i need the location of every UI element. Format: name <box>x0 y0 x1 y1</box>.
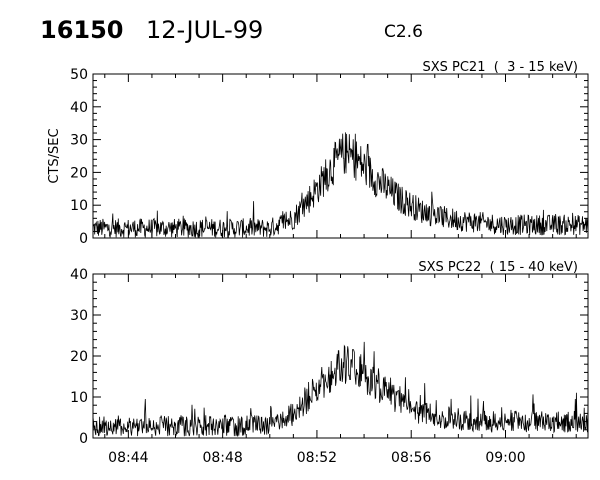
y-tick-label: 50 <box>70 67 88 83</box>
x-tick-label: 08:44 <box>108 450 148 466</box>
y-tick-label: 10 <box>70 198 88 214</box>
y-tick-label: 20 <box>70 349 88 365</box>
plot-frame <box>92 73 589 239</box>
x-tick-label: 08:48 <box>202 450 242 466</box>
x-tick-label: 08:56 <box>391 450 431 466</box>
plot-frame <box>92 273 589 439</box>
y-tick-label: 40 <box>70 267 88 283</box>
y-tick-label: 10 <box>70 390 88 406</box>
panel-title: SXS PC22 ( 15 - 40 keV) <box>418 260 578 275</box>
event-id: 16150 <box>40 16 124 44</box>
x-tick-label: 08:52 <box>297 450 337 466</box>
series-line <box>92 341 589 438</box>
x-tick-label: 09:00 <box>485 450 525 466</box>
y-tick-label: 0 <box>79 231 88 247</box>
y-tick-label: 20 <box>70 165 88 181</box>
panel-pc22: SXS PC22 ( 15 - 40 keV) 0 10 20 30 40 08:44 08:… <box>70 260 589 466</box>
y-tick-label: 0 <box>79 431 88 447</box>
series-line <box>92 132 589 238</box>
y-tick-label: 40 <box>70 100 88 116</box>
flare-class: C2.6 <box>384 22 423 42</box>
event-date: 12-JUL-99 <box>146 16 264 44</box>
y-tick-label: 30 <box>70 308 88 324</box>
y-tick-label: 30 <box>70 133 88 149</box>
panel-pc21: SXS PC21 ( 3 - 15 keV) CTS/SEC 0 10 20 30 40 50 <box>47 60 589 247</box>
panel-title: SXS PC21 ( 3 - 15 keV) <box>422 60 578 75</box>
y-axis-label: CTS/SEC <box>47 128 62 183</box>
